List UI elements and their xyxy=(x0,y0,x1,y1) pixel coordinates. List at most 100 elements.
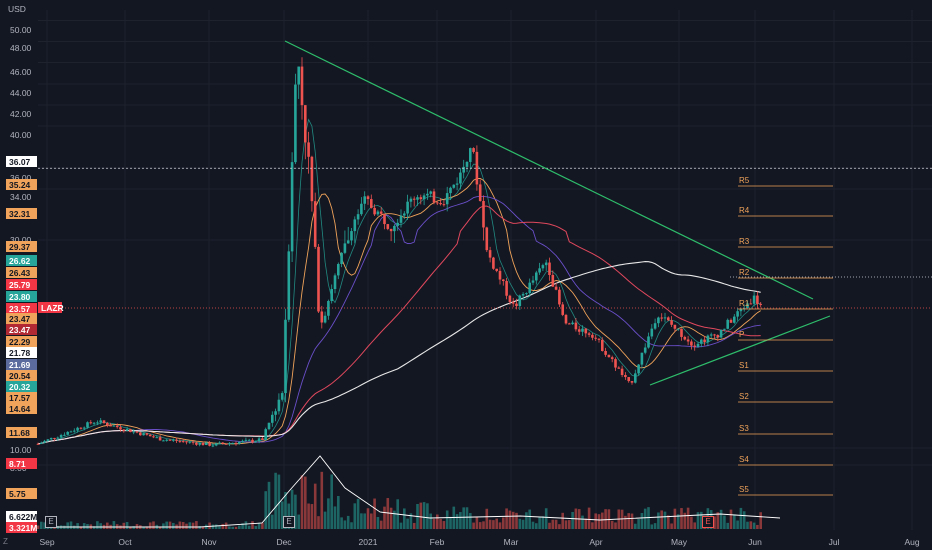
price-badge xyxy=(6,359,37,370)
candle xyxy=(158,437,162,441)
time-axis-label: May xyxy=(671,537,688,547)
volume-bar xyxy=(330,474,333,529)
candle xyxy=(469,148,472,162)
volume-bar xyxy=(696,512,700,529)
volume-bar xyxy=(304,476,307,529)
volume-bar xyxy=(459,512,462,529)
candle xyxy=(363,196,366,204)
volume-bar xyxy=(726,522,729,529)
candle xyxy=(172,439,175,441)
volume-bar xyxy=(426,503,429,529)
z-icon[interactable]: Z xyxy=(3,537,8,546)
volume-bar xyxy=(76,523,79,529)
volume-bar xyxy=(280,501,284,529)
candle xyxy=(548,262,551,276)
candle xyxy=(188,441,192,443)
candle xyxy=(733,316,736,323)
candle xyxy=(426,193,429,196)
candle xyxy=(594,337,597,339)
candle xyxy=(412,198,416,200)
volume-bar xyxy=(310,504,314,529)
candle xyxy=(756,295,759,304)
candle xyxy=(670,320,673,325)
candle xyxy=(294,84,297,163)
volume-bar xyxy=(538,517,541,529)
candle xyxy=(36,443,40,445)
price-badge-label: 21.69 xyxy=(9,360,31,370)
volume-bar xyxy=(152,521,155,529)
candle xyxy=(214,443,218,446)
volume-bar xyxy=(356,498,360,529)
volume-bar xyxy=(475,516,479,529)
candle xyxy=(56,437,60,439)
candle xyxy=(254,441,258,443)
candle xyxy=(561,304,564,315)
candle xyxy=(287,251,291,320)
candle xyxy=(535,272,538,281)
volume-bar xyxy=(158,526,162,529)
candle xyxy=(739,308,743,312)
candle xyxy=(574,322,578,330)
time-axis-label: Apr xyxy=(589,537,602,547)
volume-bar xyxy=(218,526,221,529)
candle xyxy=(277,399,281,412)
volume-bar xyxy=(274,472,277,529)
volume-bar xyxy=(284,491,287,529)
volume-bar xyxy=(290,489,294,529)
volume-bar xyxy=(742,511,746,529)
volume-bar xyxy=(620,509,624,529)
candle xyxy=(693,345,696,347)
candle xyxy=(201,442,205,445)
volume-bar xyxy=(188,522,192,529)
pivot-label: P xyxy=(739,330,744,339)
price-badge-label: 26.43 xyxy=(9,268,31,278)
volume-bar xyxy=(693,522,696,529)
price-badge xyxy=(6,511,37,522)
volume-bar xyxy=(587,507,591,529)
price-axis: 50.00 48.00 46.00 44.00 42.00 40.00 36.00 34.00… xyxy=(6,25,64,533)
candle xyxy=(624,374,627,378)
pivot-label: R1 xyxy=(739,299,750,308)
candle xyxy=(350,231,353,241)
volume-bar xyxy=(713,516,716,529)
volume-bar xyxy=(261,522,264,529)
volume-bar xyxy=(307,503,310,529)
volume-bar xyxy=(670,523,673,529)
time-axis-label: Dec xyxy=(276,537,292,547)
price-badge xyxy=(6,392,37,403)
volume-bar xyxy=(267,481,271,529)
sma-100-line xyxy=(37,205,761,445)
price-tick-label: 10.00 xyxy=(10,445,32,455)
candle xyxy=(601,339,604,351)
time-axis-label: Oct xyxy=(118,537,132,547)
candle xyxy=(429,191,432,194)
earnings-flag-icon[interactable]: E xyxy=(283,516,295,528)
price-tick-label: 50.00 xyxy=(10,25,32,35)
candle xyxy=(323,315,327,323)
volume-bar xyxy=(690,516,693,529)
volume-bar xyxy=(238,525,241,529)
earnings-flag-icon[interactable]: E xyxy=(45,516,57,528)
volume-bar xyxy=(195,521,198,529)
volume-bar xyxy=(759,512,762,529)
volume-bar xyxy=(733,514,736,529)
volume-average-line xyxy=(45,455,781,528)
earnings-flag-icon[interactable]: E xyxy=(702,516,714,528)
candle xyxy=(135,431,139,433)
volume-bar xyxy=(571,511,574,529)
volume-bar xyxy=(624,515,627,529)
candle xyxy=(502,279,505,282)
candle xyxy=(571,322,574,325)
volume-bar xyxy=(630,513,634,529)
volume-bar xyxy=(125,522,129,529)
candle xyxy=(49,437,53,440)
volume-bar xyxy=(66,522,69,529)
volume-bar xyxy=(185,523,188,529)
candle xyxy=(211,445,215,447)
volume-bar xyxy=(472,522,475,529)
volume-bar xyxy=(591,522,594,529)
candle xyxy=(109,425,112,427)
candle xyxy=(165,439,168,441)
candle xyxy=(653,323,657,329)
